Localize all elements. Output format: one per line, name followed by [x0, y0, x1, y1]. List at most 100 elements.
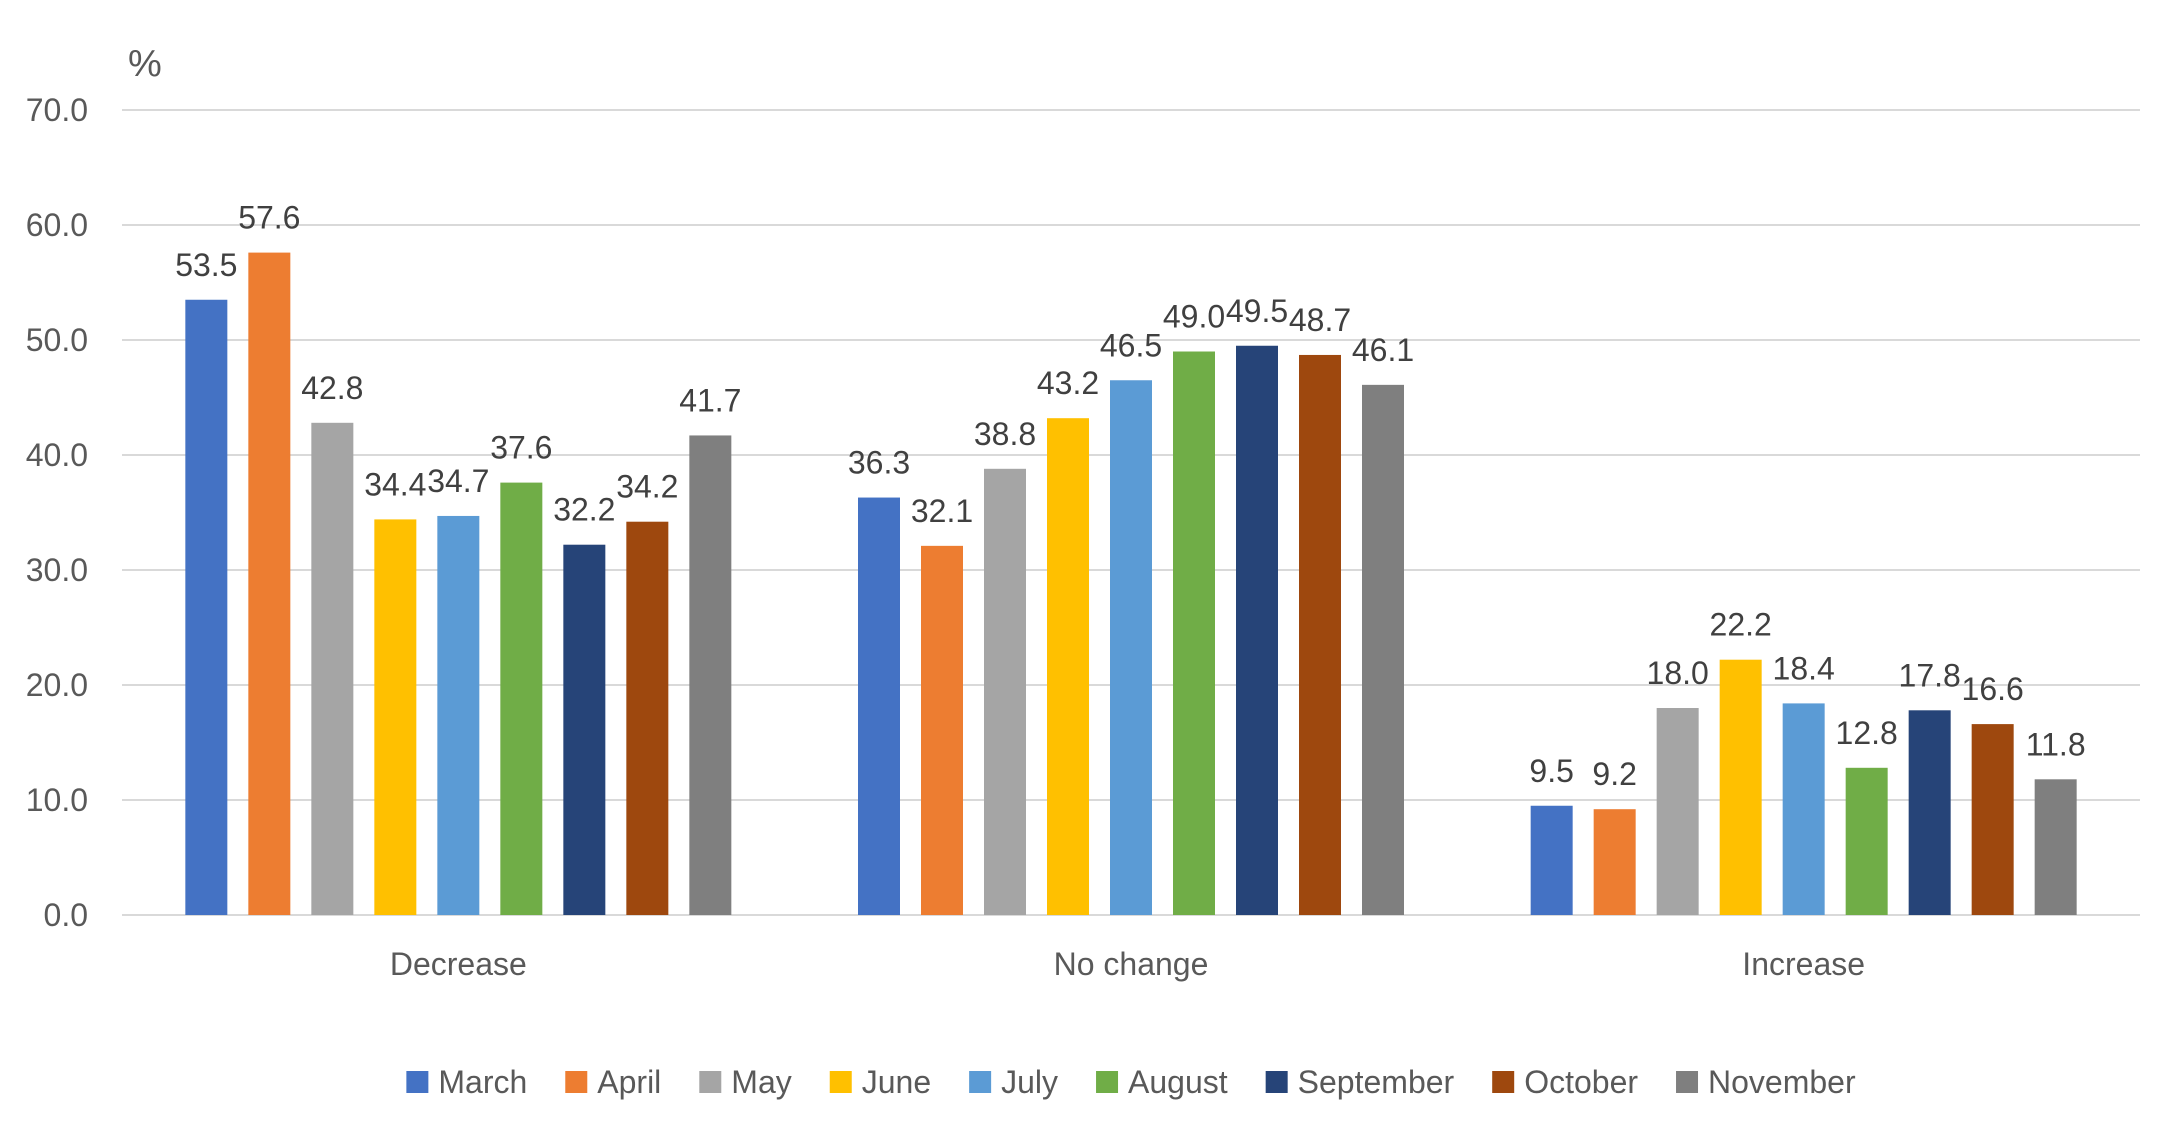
bar-march-decrease [185, 299, 228, 915]
legend-item: May [699, 1064, 792, 1100]
legend-swatch [969, 1071, 992, 1093]
data-label: 16.6 [1962, 671, 2024, 707]
data-label: 18.0 [1647, 655, 1709, 691]
bars [185, 252, 2077, 916]
bar-september-decrease [563, 544, 606, 915]
data-label: 34.7 [427, 463, 489, 499]
legend-label: July [1001, 1064, 1058, 1100]
bar-october-no-change [1299, 354, 1341, 915]
bar-may-decrease [311, 422, 354, 915]
bar-april-no-change [921, 545, 963, 915]
data-label: 42.8 [301, 370, 363, 406]
legend-item: July [969, 1064, 1058, 1100]
data-label: 12.8 [1836, 715, 1898, 751]
bar-november-increase [2034, 779, 2077, 915]
data-label: 53.5 [175, 247, 237, 283]
bar-july-decrease [437, 515, 480, 915]
legend-item: June [829, 1064, 931, 1100]
legend-swatch [1676, 1071, 1699, 1093]
legend-item: April [565, 1064, 661, 1100]
data-label: 11.8 [2026, 726, 2086, 762]
y-tick-label: 50.0 [26, 322, 88, 358]
bar-april-decrease [248, 252, 291, 916]
legend: March April May June July August September Octo… [406, 1064, 1856, 1100]
bar-april-increase [1593, 809, 1636, 915]
y-tick-label: 10.0 [26, 782, 88, 818]
legend-item: September [1265, 1064, 1455, 1100]
legend-swatch [829, 1071, 852, 1093]
data-label: 49.5 [1226, 293, 1288, 329]
legend-swatch [1096, 1071, 1119, 1093]
data-label: 49.0 [1163, 299, 1225, 335]
data-label: 46.5 [1100, 327, 1162, 363]
bar-october-increase [1971, 724, 2014, 915]
y-tick-label: 0.0 [44, 897, 88, 933]
data-label: 57.6 [238, 200, 300, 236]
bar-may-increase [1656, 708, 1699, 915]
legend-swatch [1265, 1071, 1288, 1093]
legend-item: November [1676, 1064, 1856, 1100]
bar-june-no-change [1047, 418, 1089, 915]
data-label: 43.2 [1037, 365, 1099, 401]
legend-label: October [1524, 1064, 1638, 1100]
legend-label: May [731, 1064, 791, 1100]
data-label: 18.4 [1773, 650, 1835, 686]
legend-label: September [1298, 1064, 1455, 1100]
data-labels: 53.557.6 42.8 34.4 34.737.632.234.2 41.7 36.3… [175, 200, 2085, 793]
y-tick-label: 20.0 [26, 667, 88, 703]
data-label: 34.4 [364, 466, 426, 502]
y-tick-label: 70.0 [26, 92, 88, 128]
bar-july-increase [1782, 703, 1825, 915]
legend-label: April [597, 1064, 661, 1100]
data-label: 36.3 [848, 445, 910, 481]
bar-march-increase [1530, 805, 1573, 915]
legend-swatch [406, 1071, 429, 1093]
legend-label: June [862, 1064, 931, 1100]
legend-item: October [1492, 1064, 1638, 1100]
bar-june-decrease [374, 519, 417, 915]
legend-swatch [565, 1071, 588, 1093]
data-label: 17.8 [1899, 657, 1961, 693]
x-category-label: Increase [1742, 946, 1865, 982]
x-category-label: Decrease [390, 946, 527, 982]
legend-swatch [1492, 1071, 1515, 1093]
y-axis-unit-label: % [128, 43, 162, 85]
legend-label: August [1128, 1064, 1228, 1100]
bar-september-increase [1908, 710, 1951, 915]
bar-november-decrease [689, 435, 732, 915]
data-label: 22.2 [1710, 607, 1772, 643]
data-label: 9.5 [1529, 753, 1573, 789]
y-tick-label: 40.0 [26, 437, 88, 473]
bar-august-increase [1845, 767, 1888, 915]
bar-may-no-change [984, 468, 1026, 915]
bar-august-decrease [500, 482, 543, 915]
x-category-label: No change [1054, 946, 1209, 982]
data-label: 38.8 [974, 416, 1036, 452]
data-label: 46.1 [1352, 332, 1414, 368]
y-tick-label: 30.0 [26, 552, 88, 588]
bar-june-increase [1719, 659, 1762, 915]
bar-march-no-change [858, 497, 900, 915]
y-tick-label: 60.0 [26, 207, 88, 243]
data-label: 32.2 [553, 492, 615, 528]
data-label: 9.2 [1592, 756, 1636, 792]
y-axis-ticks: 0.0 10.0 20.0 30.0 40.0 50.0 60.0 70.0 [26, 92, 88, 933]
data-label: 37.6 [490, 430, 552, 466]
legend-label: November [1708, 1064, 1856, 1100]
bar-october-decrease [626, 521, 669, 915]
data-label: 34.2 [616, 469, 678, 505]
legend-swatch [699, 1071, 722, 1093]
x-axis-categories: Decrease No change Increase [390, 946, 1865, 982]
bar-november-no-change [1362, 384, 1404, 916]
bar-september-no-change [1236, 345, 1278, 915]
data-label: 32.1 [911, 493, 973, 529]
legend-label: March [438, 1064, 527, 1100]
bar-august-no-change [1173, 351, 1215, 915]
data-label: 41.7 [679, 382, 741, 418]
legend-item: March [406, 1064, 527, 1100]
legend-item: August [1096, 1064, 1228, 1100]
bar-july-no-change [1110, 380, 1152, 915]
data-label: 48.7 [1289, 302, 1351, 338]
